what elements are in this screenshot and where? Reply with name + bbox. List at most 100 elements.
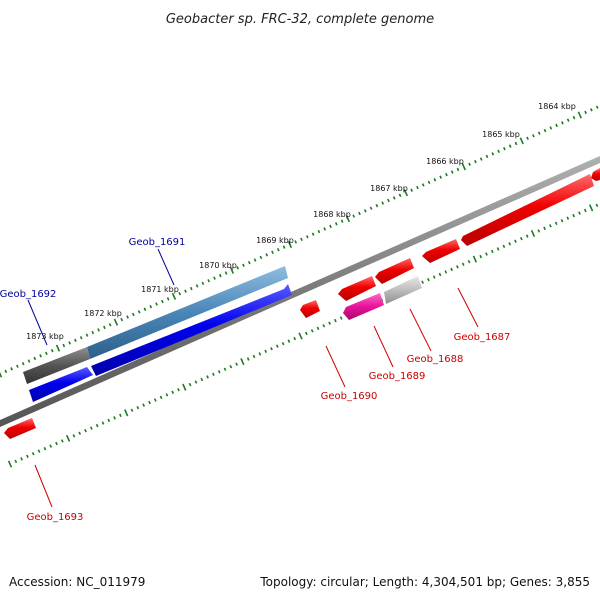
ruler-inner-minor-tick [444, 270, 448, 274]
gene-label-geob-1693[interactable]: Geob_1693 [27, 512, 84, 523]
ruler-outer-minor-tick [10, 367, 13, 371]
ruler-outer-minor-tick [305, 235, 309, 239]
kbp-label-1871: 1871 kbp [141, 285, 179, 294]
ruler-inner-minor-tick [223, 367, 227, 371]
ruler-inner-minor-tick [467, 259, 471, 264]
callout-line-geob-1691 [157, 248, 175, 286]
kbp-labels: 1864 kbp 1865 kbp 1866 kbp 1867 kbp 1868… [26, 102, 576, 341]
ruler-outer-minor-tick [79, 336, 83, 340]
ruler-inner-minor-tick [20, 457, 23, 461]
ruler-outer-minor-tick [323, 227, 327, 231]
ruler-inner-minor-tick [101, 421, 105, 425]
ruler-inner-minor-tick [142, 403, 146, 407]
ruler-inner-minor-tick [31, 452, 35, 456]
ruler-outer-minor-tick [207, 279, 211, 283]
gene-label-geob-1691[interactable]: Geob_1691 [129, 237, 186, 248]
ruler-inner-minor-tick [578, 211, 581, 215]
ruler-outer-minor-tick [201, 281, 205, 286]
ruler-outer-minor-tick [572, 115, 576, 120]
ruler-inner-minor-tick [270, 347, 273, 351]
ruler-inner-minor-tick [194, 380, 198, 384]
ruler-inner-minor-tick [258, 352, 262, 356]
ruler-inner-major-tick [240, 358, 245, 366]
gene-arrow-geob-1691[interactable] [91, 284, 292, 376]
feature-bar-geob-1688[interactable] [384, 276, 422, 304]
feature-bar-geob-1691[interactable] [87, 266, 288, 359]
gene-arrow-geob-1689a[interactable] [338, 276, 376, 301]
ruler-outer-minor-tick [103, 325, 106, 330]
ruler-inner-minor-tick [130, 408, 134, 412]
ruler-outer-minor-tick [91, 330, 95, 335]
gene-label-geob-1692[interactable]: Geob_1692 [0, 289, 56, 300]
kbp-ruler-outer [0, 105, 599, 378]
callout-line-geob-1690 [325, 345, 346, 388]
gene-arrow-geob-1690[interactable] [300, 300, 320, 318]
ruler-outer-minor-tick [584, 110, 587, 115]
gene-label-geob-1689[interactable]: Geob_1689 [369, 371, 426, 382]
ruler-inner-minor-tick [293, 336, 297, 341]
ruler-outer-minor-tick [265, 253, 269, 257]
ruler-inner-minor-tick [304, 331, 308, 336]
ruler-inner-minor-tick [485, 252, 488, 256]
ruler-inner-major-tick [124, 409, 129, 417]
ruler-outer-minor-tick [503, 146, 506, 151]
ruler-inner-minor-tick [461, 262, 465, 266]
ruler-inner-minor-tick [339, 316, 343, 320]
ruler-inner-minor-tick [188, 382, 192, 387]
kbp-label-1867: 1867 kbp [370, 184, 408, 193]
ruler-inner-minor-tick [43, 446, 47, 451]
ruler-inner-minor-tick [177, 388, 180, 392]
callout-line-geob-1692 [27, 299, 48, 346]
ruler-outer-minor-tick [526, 136, 529, 141]
ruler-outer-minor-tick [137, 310, 141, 314]
gene-arrow-geob-1687b[interactable] [422, 239, 460, 263]
ruler-inner-minor-tick [479, 254, 483, 259]
ruler-outer-minor-tick [236, 266, 240, 270]
gene-arrow-geob-1686[interactable] [591, 168, 600, 181]
gene-arrow-geob-1692[interactable] [29, 367, 93, 402]
ruler-outer-minor-tick [416, 185, 419, 190]
ruler-outer-minor-tick [450, 170, 454, 174]
ruler-outer-minor-tick [543, 128, 547, 133]
ruler-outer-minor-tick [433, 178, 437, 182]
gene-arrow-geob-1693[interactable] [4, 418, 36, 439]
ruler-inner-minor-tick [217, 370, 221, 374]
ruler-inner-major-tick [298, 332, 303, 340]
ruler-inner-major-tick [182, 383, 187, 391]
ruler-outer-minor-tick [126, 315, 129, 319]
ruler-outer-minor-tick [508, 144, 512, 148]
ruler-inner-minor-tick [316, 326, 320, 331]
ruler-inner-minor-tick [119, 413, 122, 418]
ruler-outer-minor-tick [352, 214, 356, 218]
ruler-outer-minor-tick [282, 245, 286, 249]
callout-line-geob-1689 [373, 325, 394, 368]
feature-bar-geob-1689[interactable] [343, 293, 384, 320]
ruler-outer-major-tick [345, 215, 351, 223]
ruler-inner-minor-tick [519, 236, 523, 241]
ruler-inner-minor-tick [136, 405, 140, 410]
gene-label-geob-1690[interactable]: Geob_1690 [321, 391, 378, 402]
ruler-inner-minor-tick [148, 400, 151, 405]
ruler-inner-minor-tick [438, 272, 442, 277]
callout-line-geob-1687 [457, 287, 479, 328]
gene-arrow-geob-1688a[interactable] [375, 258, 414, 284]
ruler-outer-minor-tick [311, 232, 315, 236]
ruler-outer-minor-tick [555, 123, 558, 128]
ruler-outer-major-tick [0, 372, 3, 378]
ruler-outer-minor-tick [358, 211, 361, 216]
ruler-inner-minor-tick [595, 203, 599, 208]
ruler-inner-minor-tick [49, 444, 53, 448]
ruler-outer-minor-tick [189, 286, 193, 291]
ruler-outer-minor-tick [21, 361, 25, 366]
ruler-inner-minor-tick [235, 362, 238, 366]
ruler-inner-major-tick [7, 460, 13, 468]
ruler-outer-minor-tick [474, 159, 477, 164]
ruler-outer-minor-tick [532, 134, 535, 138]
gene-arrow-geob-1687a[interactable] [461, 174, 594, 246]
gene-label-geob-1687[interactable]: Geob_1687 [454, 332, 511, 343]
ruler-inner-minor-tick [525, 234, 529, 238]
ruler-inner-minor-tick [229, 364, 233, 369]
gene-label-geob-1688[interactable]: Geob_1688 [407, 354, 464, 365]
feature-bar-geob-1692[interactable] [23, 347, 90, 384]
